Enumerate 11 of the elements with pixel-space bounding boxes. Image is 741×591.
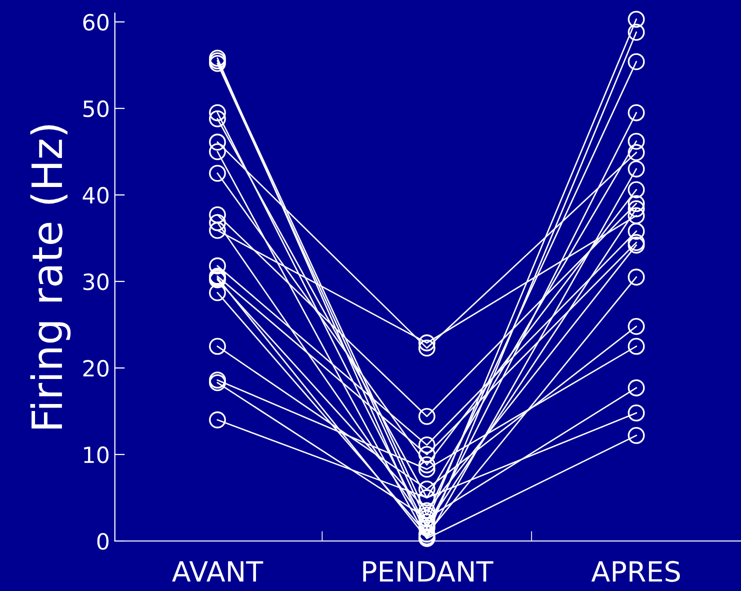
x-tick-label: AVANT [172,561,264,582]
y-tick-label: 40 [82,186,109,204]
y-tick-label: 60 [83,14,109,31]
y-tick-label: 30 [83,273,109,290]
y-tick-label: 20 [83,360,109,377]
x-tick-label: PENDANT [363,561,494,582]
x-tick-label: APRES [591,560,680,582]
y-axis-title: Firing rate (Hz) [30,125,71,428]
y-tick-label: 10 [84,446,109,464]
y-tick-label: 50 [83,100,109,118]
y-tick-label: 0 [97,532,109,550]
